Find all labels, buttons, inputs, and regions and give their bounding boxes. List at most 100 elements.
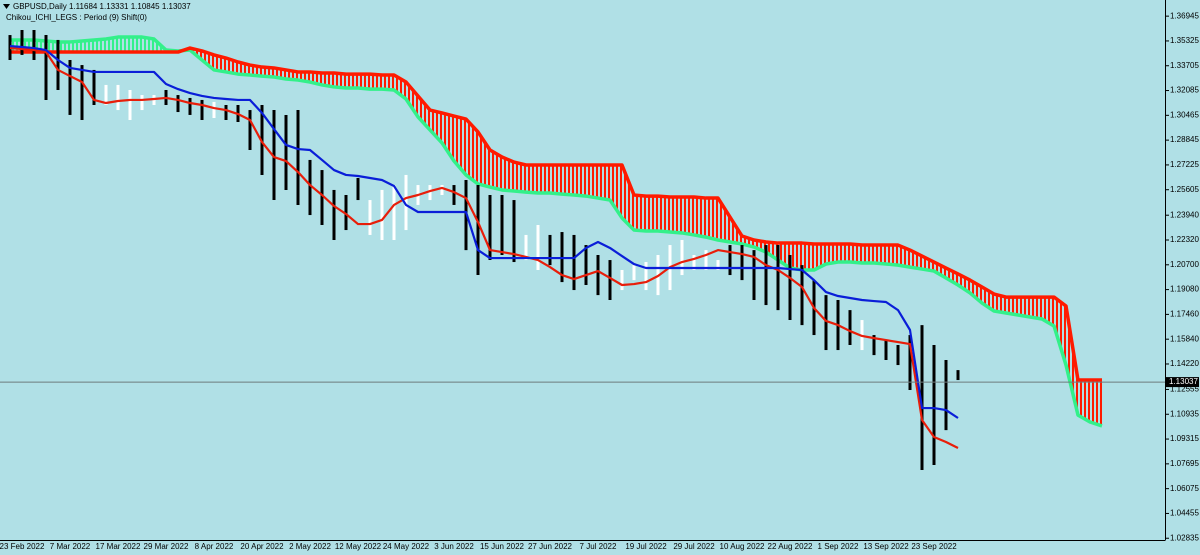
y-tick-label: 1.02835 <box>1170 533 1199 542</box>
y-tick-label: 1.12555 <box>1170 385 1199 394</box>
cloud-hatch <box>502 157 514 192</box>
y-tick-label: 1.23940 <box>1170 210 1199 219</box>
cloud-hatch <box>106 37 118 53</box>
x-tick-label: 29 Mar 2022 <box>144 542 189 551</box>
cloud-hatch <box>706 198 718 240</box>
cloud-hatch <box>466 119 478 184</box>
cloud-hatch <box>634 195 646 231</box>
cloud-hatch <box>790 243 802 270</box>
x-tick-label: 19 Jul 2022 <box>625 542 667 551</box>
y-tick-label: 1.17460 <box>1170 309 1199 318</box>
cloud-hatch <box>850 243 862 263</box>
cloud-hatch <box>598 165 610 201</box>
cloud-hatch <box>46 41 58 53</box>
y-tick-label: 1.10935 <box>1170 409 1199 418</box>
cloud-hatch <box>406 82 418 117</box>
y-tick-label: 1.36945 <box>1170 11 1199 20</box>
cloud-hatch <box>994 294 1006 314</box>
indicator-line <box>9 44 959 419</box>
y-tick-label: 1.25605 <box>1170 185 1199 194</box>
cloud-hatch <box>442 112 454 162</box>
cloud-hatch <box>766 241 778 261</box>
cloud-hatch <box>1054 297 1066 366</box>
x-tick-label: 7 Mar 2022 <box>50 542 91 551</box>
cloud-hatch <box>658 196 670 233</box>
indicator-label: Chikou_ICHI_LEGS : Period (9) Shift(0) <box>6 13 147 22</box>
cloud-hatch <box>946 268 958 285</box>
cloud-hatch <box>646 196 658 231</box>
cloud-hatch <box>922 256 934 272</box>
cloud-hatch <box>130 37 142 53</box>
x-tick-label: 27 Jun 2022 <box>528 542 573 551</box>
cloud-hatch <box>886 245 898 266</box>
cloud-hatch <box>382 75 394 90</box>
indicator-line <box>9 46 959 449</box>
y-tick-label: 1.14220 <box>1170 359 1199 368</box>
span-a-line <box>10 35 1103 428</box>
cloud-hatch <box>262 67 274 77</box>
cloud-hatch <box>1078 380 1090 422</box>
cloud-hatch <box>610 165 622 218</box>
cloud-hatch <box>934 262 946 278</box>
cloud-hatch <box>82 39 94 53</box>
cloud-hatch <box>1030 297 1042 319</box>
cloud-hatch <box>814 243 826 270</box>
cloud-hatch <box>562 165 574 195</box>
x-tick-label: 10 Aug 2022 <box>720 542 765 551</box>
y-tick-label: 1.22320 <box>1170 235 1199 244</box>
x-tick-label: 3 Jun 2022 <box>434 542 474 551</box>
y-tick-label: 1.28845 <box>1170 135 1199 144</box>
cloud-hatch <box>826 243 838 265</box>
cloud-hatch <box>418 95 430 130</box>
cloud-hatch <box>346 74 358 89</box>
cloud-hatch <box>670 196 682 233</box>
y-tick-label: 1.30465 <box>1170 110 1199 119</box>
cloud-hatch <box>430 110 442 143</box>
cloud-hatch <box>694 196 706 238</box>
cloud-hatch <box>586 165 598 199</box>
span-b-line <box>10 46 1102 382</box>
y-tick-label: 1.06075 <box>1170 484 1199 493</box>
axis-layer <box>0 0 1169 541</box>
cloud-hatch <box>334 73 346 89</box>
y-tick-label: 1.15840 <box>1170 334 1199 343</box>
cloud-hatch <box>370 74 382 90</box>
cloud-hatch <box>538 165 550 194</box>
cloud-hatch <box>838 243 850 263</box>
y-tick-label: 1.33705 <box>1170 61 1199 70</box>
y-tick-label: 1.27225 <box>1170 160 1199 169</box>
cloud-hatch <box>514 162 526 193</box>
cloud-hatch <box>94 39 106 53</box>
cloud-hatch <box>574 165 586 197</box>
last-price-label: 1.13037 <box>1169 377 1198 386</box>
x-tick-label: 20 Apr 2022 <box>240 542 284 551</box>
cloud-hatch <box>58 41 70 53</box>
cloud-hatch <box>214 54 226 72</box>
cloud-hatch <box>526 165 538 194</box>
cloud-layer <box>10 35 1103 428</box>
cloud-hatch <box>682 196 694 235</box>
lines-layer <box>0 44 1165 449</box>
y-tick-label: 1.09315 <box>1170 434 1199 443</box>
y-tick-label: 1.32085 <box>1170 86 1199 95</box>
x-tick-label: 1 Sep 2022 <box>818 542 859 551</box>
chart-title: GBPUSD,Daily 1.11684 1.13331 1.10845 1.1… <box>13 2 191 11</box>
cloud-hatch <box>1006 297 1018 315</box>
x-tick-label: 22 Aug 2022 <box>768 542 813 551</box>
x-tick-label: 12 May 2022 <box>335 542 382 551</box>
cloud-hatch <box>550 165 562 195</box>
cloud-hatch <box>874 245 886 265</box>
y-tick-label: 1.20700 <box>1170 260 1199 269</box>
x-tick-label: 23 Sep 2022 <box>911 542 957 551</box>
y-tick-label: 1.19080 <box>1170 285 1199 294</box>
x-tick-label: 23 Feb 2022 <box>0 542 45 551</box>
x-tick-label: 13 Sep 2022 <box>863 542 909 551</box>
cloud-hatch <box>322 73 334 87</box>
cloud-hatch <box>118 37 130 53</box>
x-tick-label: 2 May 2022 <box>289 542 331 551</box>
y-tick-label: 1.07695 <box>1170 459 1199 468</box>
cloud-hatch <box>802 243 814 270</box>
cloud-hatch <box>622 165 634 231</box>
cloud-hatch <box>1090 380 1102 426</box>
